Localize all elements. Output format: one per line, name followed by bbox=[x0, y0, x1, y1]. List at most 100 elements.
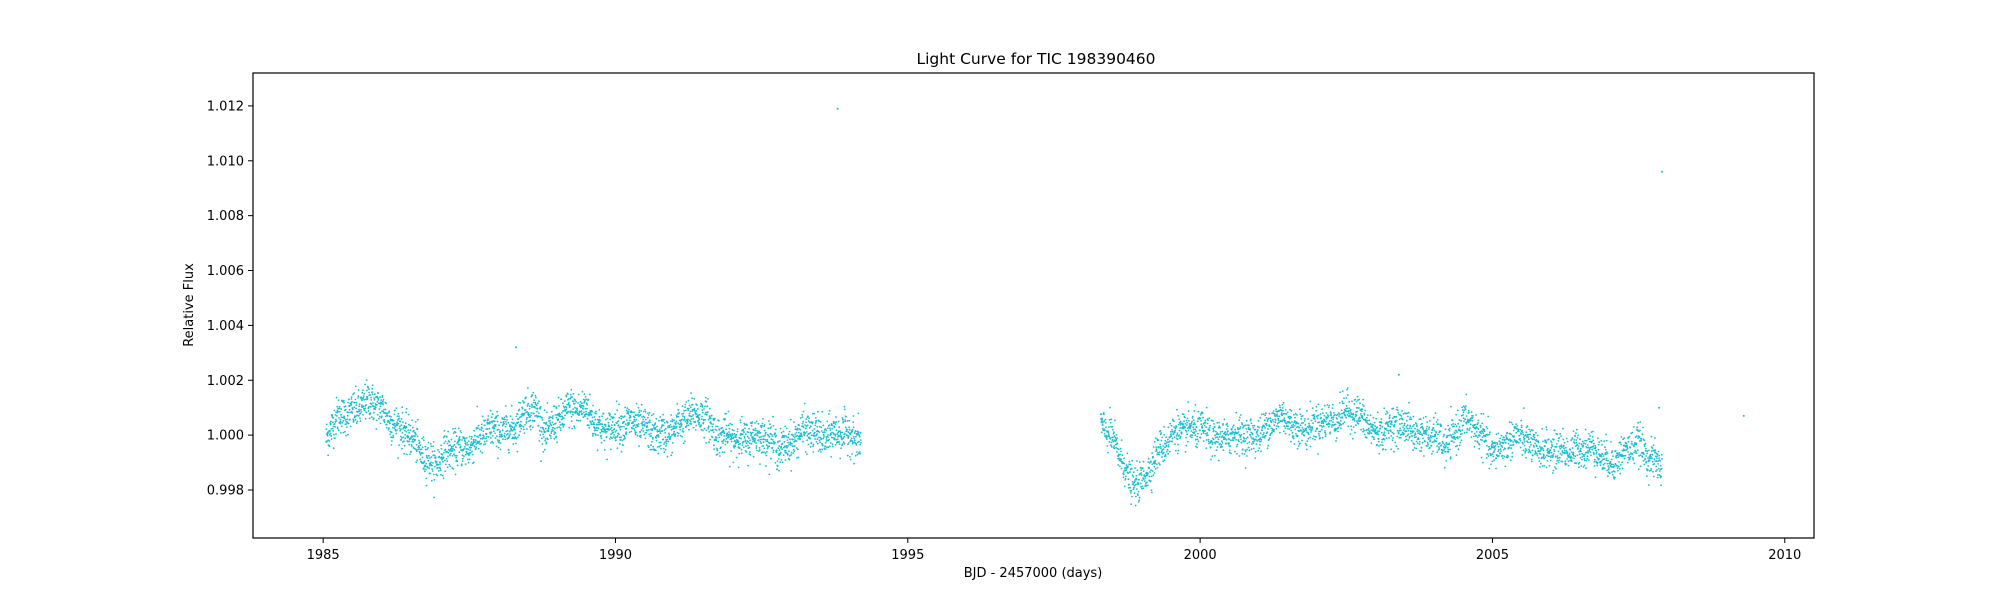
data-point bbox=[1371, 435, 1374, 438]
data-point bbox=[1132, 482, 1134, 485]
data-point bbox=[1226, 422, 1229, 425]
data-point bbox=[1107, 433, 1110, 436]
data-point bbox=[520, 427, 523, 430]
data-point bbox=[453, 449, 456, 451]
data-point bbox=[1177, 443, 1179, 446]
data-point bbox=[419, 453, 422, 456]
data-point bbox=[1179, 437, 1181, 439]
data-point bbox=[760, 426, 763, 429]
data-point bbox=[1388, 437, 1390, 439]
data-point bbox=[1233, 436, 1236, 439]
data-point bbox=[1557, 450, 1560, 453]
data-point bbox=[374, 408, 377, 411]
data-point bbox=[468, 458, 471, 461]
data-point bbox=[360, 408, 362, 411]
data-point bbox=[548, 425, 551, 427]
data-point bbox=[414, 421, 417, 423]
data-point bbox=[539, 415, 542, 418]
data-point bbox=[776, 460, 779, 462]
data-point bbox=[451, 447, 454, 450]
data-point bbox=[482, 430, 485, 433]
data-point bbox=[649, 421, 651, 424]
data-point bbox=[1446, 434, 1449, 437]
data-point bbox=[513, 433, 516, 436]
data-point bbox=[1369, 414, 1372, 417]
data-point bbox=[480, 423, 483, 426]
data-point bbox=[1469, 423, 1472, 426]
data-point bbox=[833, 437, 836, 440]
data-point bbox=[412, 441, 415, 443]
data-point bbox=[624, 423, 627, 426]
data-point bbox=[735, 433, 738, 436]
data-point bbox=[1321, 426, 1324, 428]
data-point bbox=[533, 419, 536, 422]
data-point bbox=[1571, 447, 1574, 449]
data-point bbox=[1453, 425, 1455, 428]
data-point bbox=[1196, 420, 1199, 423]
data-point bbox=[843, 405, 846, 408]
data-point bbox=[572, 392, 575, 395]
data-point bbox=[604, 423, 607, 426]
data-point bbox=[479, 450, 482, 453]
data-point bbox=[711, 425, 714, 428]
data-point bbox=[352, 421, 355, 423]
data-point bbox=[1366, 419, 1369, 422]
data-point bbox=[822, 424, 825, 427]
data-point bbox=[458, 451, 461, 453]
data-point bbox=[1511, 451, 1514, 454]
data-point bbox=[1200, 433, 1203, 435]
data-point bbox=[1242, 436, 1245, 439]
data-point bbox=[1424, 440, 1427, 443]
data-point bbox=[1599, 464, 1602, 466]
data-point bbox=[1110, 441, 1113, 444]
data-point bbox=[734, 439, 736, 442]
data-point bbox=[568, 426, 571, 429]
data-point bbox=[1563, 441, 1566, 444]
data-point bbox=[402, 421, 404, 424]
data-point bbox=[1416, 430, 1419, 432]
data-point bbox=[592, 404, 594, 407]
data-point bbox=[510, 428, 513, 431]
data-point bbox=[683, 416, 686, 418]
data-point bbox=[693, 397, 696, 400]
data-point bbox=[1446, 443, 1449, 446]
data-point bbox=[454, 440, 456, 443]
data-point bbox=[1607, 468, 1610, 471]
data-point bbox=[703, 427, 706, 430]
data-point bbox=[1473, 432, 1476, 435]
data-point bbox=[1407, 433, 1410, 435]
data-point bbox=[706, 405, 709, 408]
data-point bbox=[553, 405, 556, 408]
data-point bbox=[671, 420, 674, 423]
data-point bbox=[388, 410, 391, 413]
data-point bbox=[1476, 441, 1479, 444]
data-point bbox=[432, 441, 435, 443]
data-point bbox=[467, 448, 470, 451]
data-point bbox=[848, 442, 850, 444]
data-point bbox=[1504, 465, 1507, 468]
data-point bbox=[730, 435, 733, 438]
data-point bbox=[464, 453, 467, 456]
data-point bbox=[849, 456, 851, 458]
data-point bbox=[1426, 421, 1429, 423]
data-point bbox=[1440, 444, 1443, 446]
data-point bbox=[1470, 436, 1473, 438]
data-point bbox=[395, 407, 398, 409]
data-point bbox=[1438, 446, 1440, 448]
data-point bbox=[1346, 388, 1348, 391]
data-point bbox=[342, 431, 345, 434]
data-point bbox=[1509, 444, 1512, 447]
data-point bbox=[363, 398, 365, 401]
data-point bbox=[432, 462, 434, 464]
data-point bbox=[1342, 402, 1345, 405]
data-point bbox=[345, 423, 348, 425]
data-point bbox=[1241, 452, 1244, 455]
data-point bbox=[1526, 425, 1529, 428]
data-point bbox=[582, 408, 584, 410]
data-point bbox=[1330, 419, 1333, 422]
data-point bbox=[1581, 456, 1584, 458]
data-point bbox=[1142, 460, 1145, 463]
data-point bbox=[1377, 440, 1380, 443]
data-point bbox=[804, 432, 807, 435]
data-point bbox=[1179, 435, 1182, 438]
